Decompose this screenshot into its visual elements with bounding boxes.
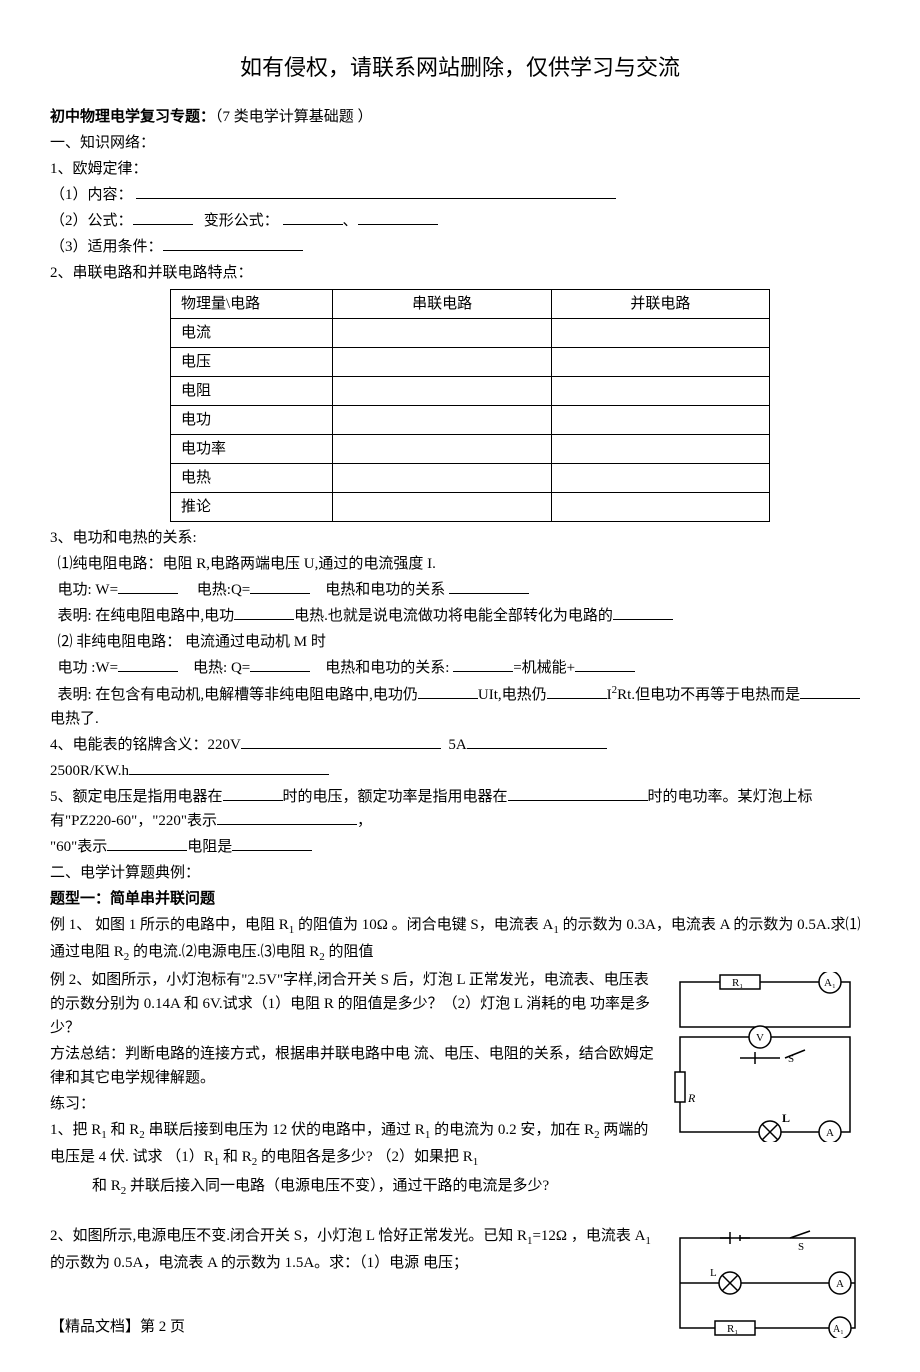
blank	[163, 235, 303, 251]
copyright-banner: 如有侵权，请联系网站删除，仅供学习与交流	[50, 50, 870, 85]
section-2-heading: 二、电学计算题典例：	[50, 861, 870, 885]
svg-text:R: R	[687, 1091, 696, 1105]
svg-text:S: S	[798, 1241, 804, 1253]
svg-text:R₁: R₁	[732, 977, 743, 989]
example-2-block: R₁ A₁ V S R L A 例 2、如图所示，小灯泡标有	[50, 968, 870, 1202]
blank	[241, 733, 441, 749]
blank	[547, 683, 607, 699]
th-quantity: 物理量\电路	[171, 290, 333, 319]
blank	[418, 683, 478, 699]
practice-2-block: S L A R₁ A₁ 2、如图所示,电源电压不变.闭合开关 S，小灯泡 L 恰…	[50, 1224, 870, 1342]
blank	[129, 759, 329, 775]
p1-2: （2）公式： 变形公式： 、	[50, 209, 870, 233]
blank	[453, 656, 513, 672]
p3-1: ⑴纯电阻电路：电阻 R,电路两端电压 U,通过的电流强度 I.	[50, 552, 870, 576]
svg-text:V: V	[756, 1032, 764, 1044]
blank	[449, 578, 529, 594]
doc-title: 初中物理电学复习专题：（7 类电学计算基础题 ）	[50, 105, 870, 129]
blank	[217, 809, 357, 825]
circuit-properties-table: 物理量\电路 串联电路 并联电路 电流 电压 电阻 电功 电功率 电热 推论	[170, 289, 770, 522]
table-header-row: 物理量\电路 串联电路 并联电路	[171, 290, 770, 319]
p4c: 2500R/KW.h	[50, 759, 870, 783]
p3-4: ⑵ 非纯电阻电路： 电流通过电动机 M 时	[50, 630, 870, 654]
p4: 4、电能表的铭牌含义：220V 5A	[50, 733, 870, 757]
blank	[223, 785, 283, 801]
p5-2: "60"表示电阻是	[50, 835, 870, 859]
p5: 5、额定电压是指用电器在时的电压，额定功率是指用电器在时的电功率。某灯泡上标有"…	[50, 785, 870, 833]
th-series: 串联电路	[333, 290, 551, 319]
svg-text:L: L	[782, 1111, 790, 1125]
table-row: 电热	[171, 464, 770, 493]
p1-1: （1）内容：	[50, 183, 870, 207]
table-row: 电阻	[171, 377, 770, 406]
blank	[800, 683, 860, 699]
p3-6: 表明: 在包含有电动机,电解槽等非纯电阻电路中,电功仍UIt,电热仍I2Rt.但…	[50, 682, 870, 731]
blank	[250, 656, 310, 672]
p2: 2、串联电路和并联电路特点：	[50, 261, 870, 285]
blank	[118, 578, 178, 594]
table-row: 电流	[171, 319, 770, 348]
p3: 3、电功和电热的关系:	[50, 526, 870, 550]
svg-text:A: A	[836, 1278, 844, 1290]
table-row: 推论	[171, 493, 770, 522]
blank	[107, 835, 187, 851]
p3-5: 电功 :W= 电热: Q= 电热和电功的关系: =机械能+	[50, 656, 870, 680]
svg-text:A₁: A₁	[824, 977, 836, 989]
blank	[232, 835, 312, 851]
blank	[613, 604, 673, 620]
blank	[283, 209, 343, 225]
table-row: 电压	[171, 348, 770, 377]
table-row: 电功率	[171, 435, 770, 464]
blank	[133, 209, 193, 225]
blank	[358, 209, 438, 225]
blank	[250, 578, 310, 594]
blank	[508, 785, 648, 801]
title-rest: （7 类电学计算基础题 ）	[215, 109, 373, 125]
p1: 1、欧姆定律：	[50, 157, 870, 181]
p3-2: 电功: W= 电热:Q= 电热和电功的关系	[50, 578, 870, 602]
svg-text:A: A	[826, 1127, 834, 1139]
circuit-diagram-1: R₁ A₁ V S R L A	[670, 972, 870, 1142]
circuit-diagram-2: S L A R₁ A₁	[670, 1228, 870, 1338]
th-parallel: 并联电路	[551, 290, 769, 319]
practice-1b: 和 R2 并联后接入同一电路（电源电压不变），通过干路的电流是多少?	[50, 1174, 870, 1201]
svg-text:A₁: A₁	[833, 1324, 844, 1335]
type1-heading: 题型一：简单串并联问题	[50, 887, 870, 911]
blank	[467, 733, 607, 749]
title-bold: 初中物理电学复习专题：	[50, 109, 215, 125]
example-1: 例 1、 如图 1 所示的电路中，电阻 R1 的阻值为 10Ω 。闭合电键 S，…	[50, 913, 870, 966]
blank	[234, 604, 294, 620]
svg-text:L: L	[710, 1267, 717, 1279]
p3-3: 表明: 在纯电阻电路中,电功电热.也就是说电流做功将电能全部转化为电路的	[50, 604, 870, 628]
table-row: 电功	[171, 406, 770, 435]
blank-content	[136, 183, 616, 199]
svg-text:R₁: R₁	[727, 1323, 738, 1335]
blank	[118, 656, 178, 672]
p1-3: （3）适用条件：	[50, 235, 870, 259]
blank	[575, 656, 635, 672]
section-1-heading: 一、知识网络：	[50, 131, 870, 155]
